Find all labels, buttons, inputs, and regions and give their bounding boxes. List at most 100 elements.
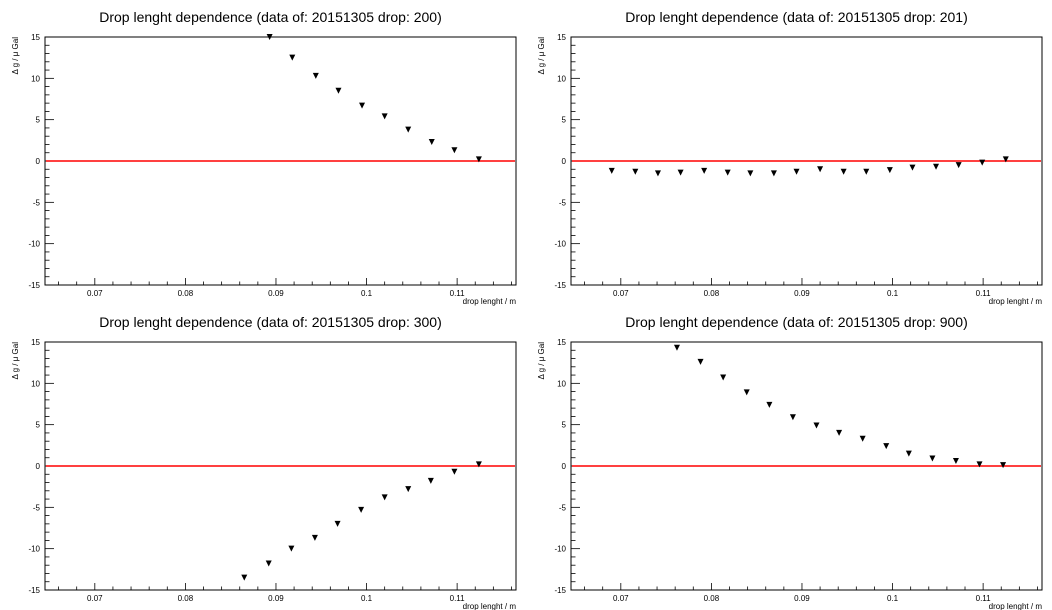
data-point (359, 102, 366, 109)
data-point (311, 534, 318, 541)
data-point (724, 169, 731, 176)
data-point (979, 159, 986, 166)
chart-panel-drop-201: Drop lenght dependence (data of: 2015130… (526, 0, 1052, 306)
data-point (335, 87, 342, 94)
y-tick-label: 15 (557, 338, 566, 347)
data-point (451, 147, 458, 154)
data-point (743, 389, 750, 396)
y-tick-label: 0 (562, 157, 567, 166)
y-tick-label: 10 (31, 379, 40, 388)
x-tick-label: 0.11 (450, 289, 466, 298)
data-point (632, 168, 639, 175)
y-tick-label: -5 (559, 503, 567, 512)
data-point (334, 520, 341, 527)
x-tick-label: 0.11 (976, 594, 992, 603)
x-tick-label: 0.09 (794, 289, 810, 298)
x-tick-label: 0.1 (887, 594, 899, 603)
y-tick-label: 10 (557, 379, 566, 388)
x-tick-label: 0.08 (178, 594, 194, 603)
data-point (475, 461, 482, 468)
data-point (929, 455, 936, 462)
data-point (747, 170, 754, 177)
data-point (955, 162, 962, 169)
y-tick-label: -10 (28, 545, 40, 554)
x-tick-label: 0.11 (976, 289, 992, 298)
y-tick-label: 15 (31, 338, 40, 347)
x-tick-label: 0.1 (887, 289, 899, 298)
data-point (789, 414, 796, 421)
data-point (673, 344, 680, 351)
x-tick-label: 0.08 (704, 594, 720, 603)
data-point (654, 170, 661, 177)
y-tick-label: -5 (33, 198, 41, 207)
data-point (840, 168, 847, 175)
y-tick-label: 5 (36, 116, 41, 125)
data-point (933, 163, 940, 170)
data-point (859, 435, 866, 442)
y-tick-label: -15 (28, 586, 40, 595)
y-tick-label: 5 (36, 421, 41, 430)
data-point (720, 374, 727, 381)
x-tick-label: 0.08 (704, 289, 720, 298)
y-tick-label: 5 (562, 421, 567, 430)
data-point (266, 34, 273, 40)
y-tick-label: 0 (36, 157, 41, 166)
x-axis-label: drop lenght / m (989, 297, 1043, 306)
y-tick-label: -10 (554, 545, 566, 554)
x-tick-label: 0.07 (87, 289, 103, 298)
y-tick-label: -15 (28, 281, 40, 290)
data-point (813, 422, 820, 429)
x-axis-label: drop lenght / m (463, 297, 517, 306)
data-point (265, 560, 272, 567)
x-tick-label: 0.1 (361, 289, 373, 298)
chart-panel-drop-200: Drop lenght dependence (data of: 2015130… (0, 0, 526, 306)
data-point (608, 167, 615, 174)
chart-svg-drop-200: Drop lenght dependence (data of: 2015130… (11, 9, 517, 306)
x-tick-label: 0.09 (794, 594, 810, 603)
chart-svg-drop-300: Drop lenght dependence (data of: 2015130… (11, 314, 517, 610)
data-point (817, 166, 824, 173)
data-point (428, 138, 435, 145)
x-tick-label: 0.11 (450, 594, 466, 603)
chart-title: Drop lenght dependence (data of: 2015130… (99, 314, 442, 330)
x-tick-label: 0.07 (613, 594, 629, 603)
y-tick-label: 5 (562, 116, 567, 125)
x-tick-label: 0.09 (268, 289, 284, 298)
data-point (886, 167, 893, 174)
data-point (475, 156, 482, 163)
data-point (952, 458, 959, 465)
y-tick-label: 10 (557, 74, 566, 83)
x-axis-label: drop lenght / m (463, 602, 517, 610)
x-tick-label: 0.1 (361, 594, 373, 603)
data-point (1002, 156, 1009, 163)
x-tick-label: 0.08 (178, 289, 194, 298)
y-tick-label: -5 (559, 198, 567, 207)
data-point (241, 574, 248, 581)
chart-svg-drop-900: Drop lenght dependence (data of: 2015130… (537, 314, 1043, 610)
chart-panel-drop-900: Drop lenght dependence (data of: 2015130… (526, 305, 1052, 610)
data-point (863, 168, 870, 175)
x-tick-label: 0.07 (87, 594, 103, 603)
data-point (451, 468, 458, 475)
chart-title: Drop lenght dependence (data of: 2015130… (99, 9, 442, 25)
y-axis-label: Δ g / μ Gal (11, 342, 20, 380)
y-tick-label: -15 (554, 281, 566, 290)
data-point (381, 113, 388, 120)
data-point (697, 358, 704, 365)
x-axis-label: drop lenght / m (989, 602, 1043, 610)
data-point (883, 443, 890, 450)
y-axis-label: Δ g / μ Gal (11, 37, 20, 75)
data-point (427, 477, 434, 484)
y-tick-label: 10 (31, 74, 40, 83)
data-point (405, 126, 412, 133)
data-point (288, 545, 295, 552)
y-tick-label: 15 (31, 33, 40, 42)
data-point (770, 170, 777, 177)
y-tick-label: 0 (562, 462, 567, 471)
x-tick-label: 0.07 (613, 289, 629, 298)
data-point (289, 54, 296, 61)
data-point (909, 164, 916, 171)
data-point (793, 168, 800, 175)
data-point (766, 401, 773, 408)
data-point (405, 486, 412, 493)
